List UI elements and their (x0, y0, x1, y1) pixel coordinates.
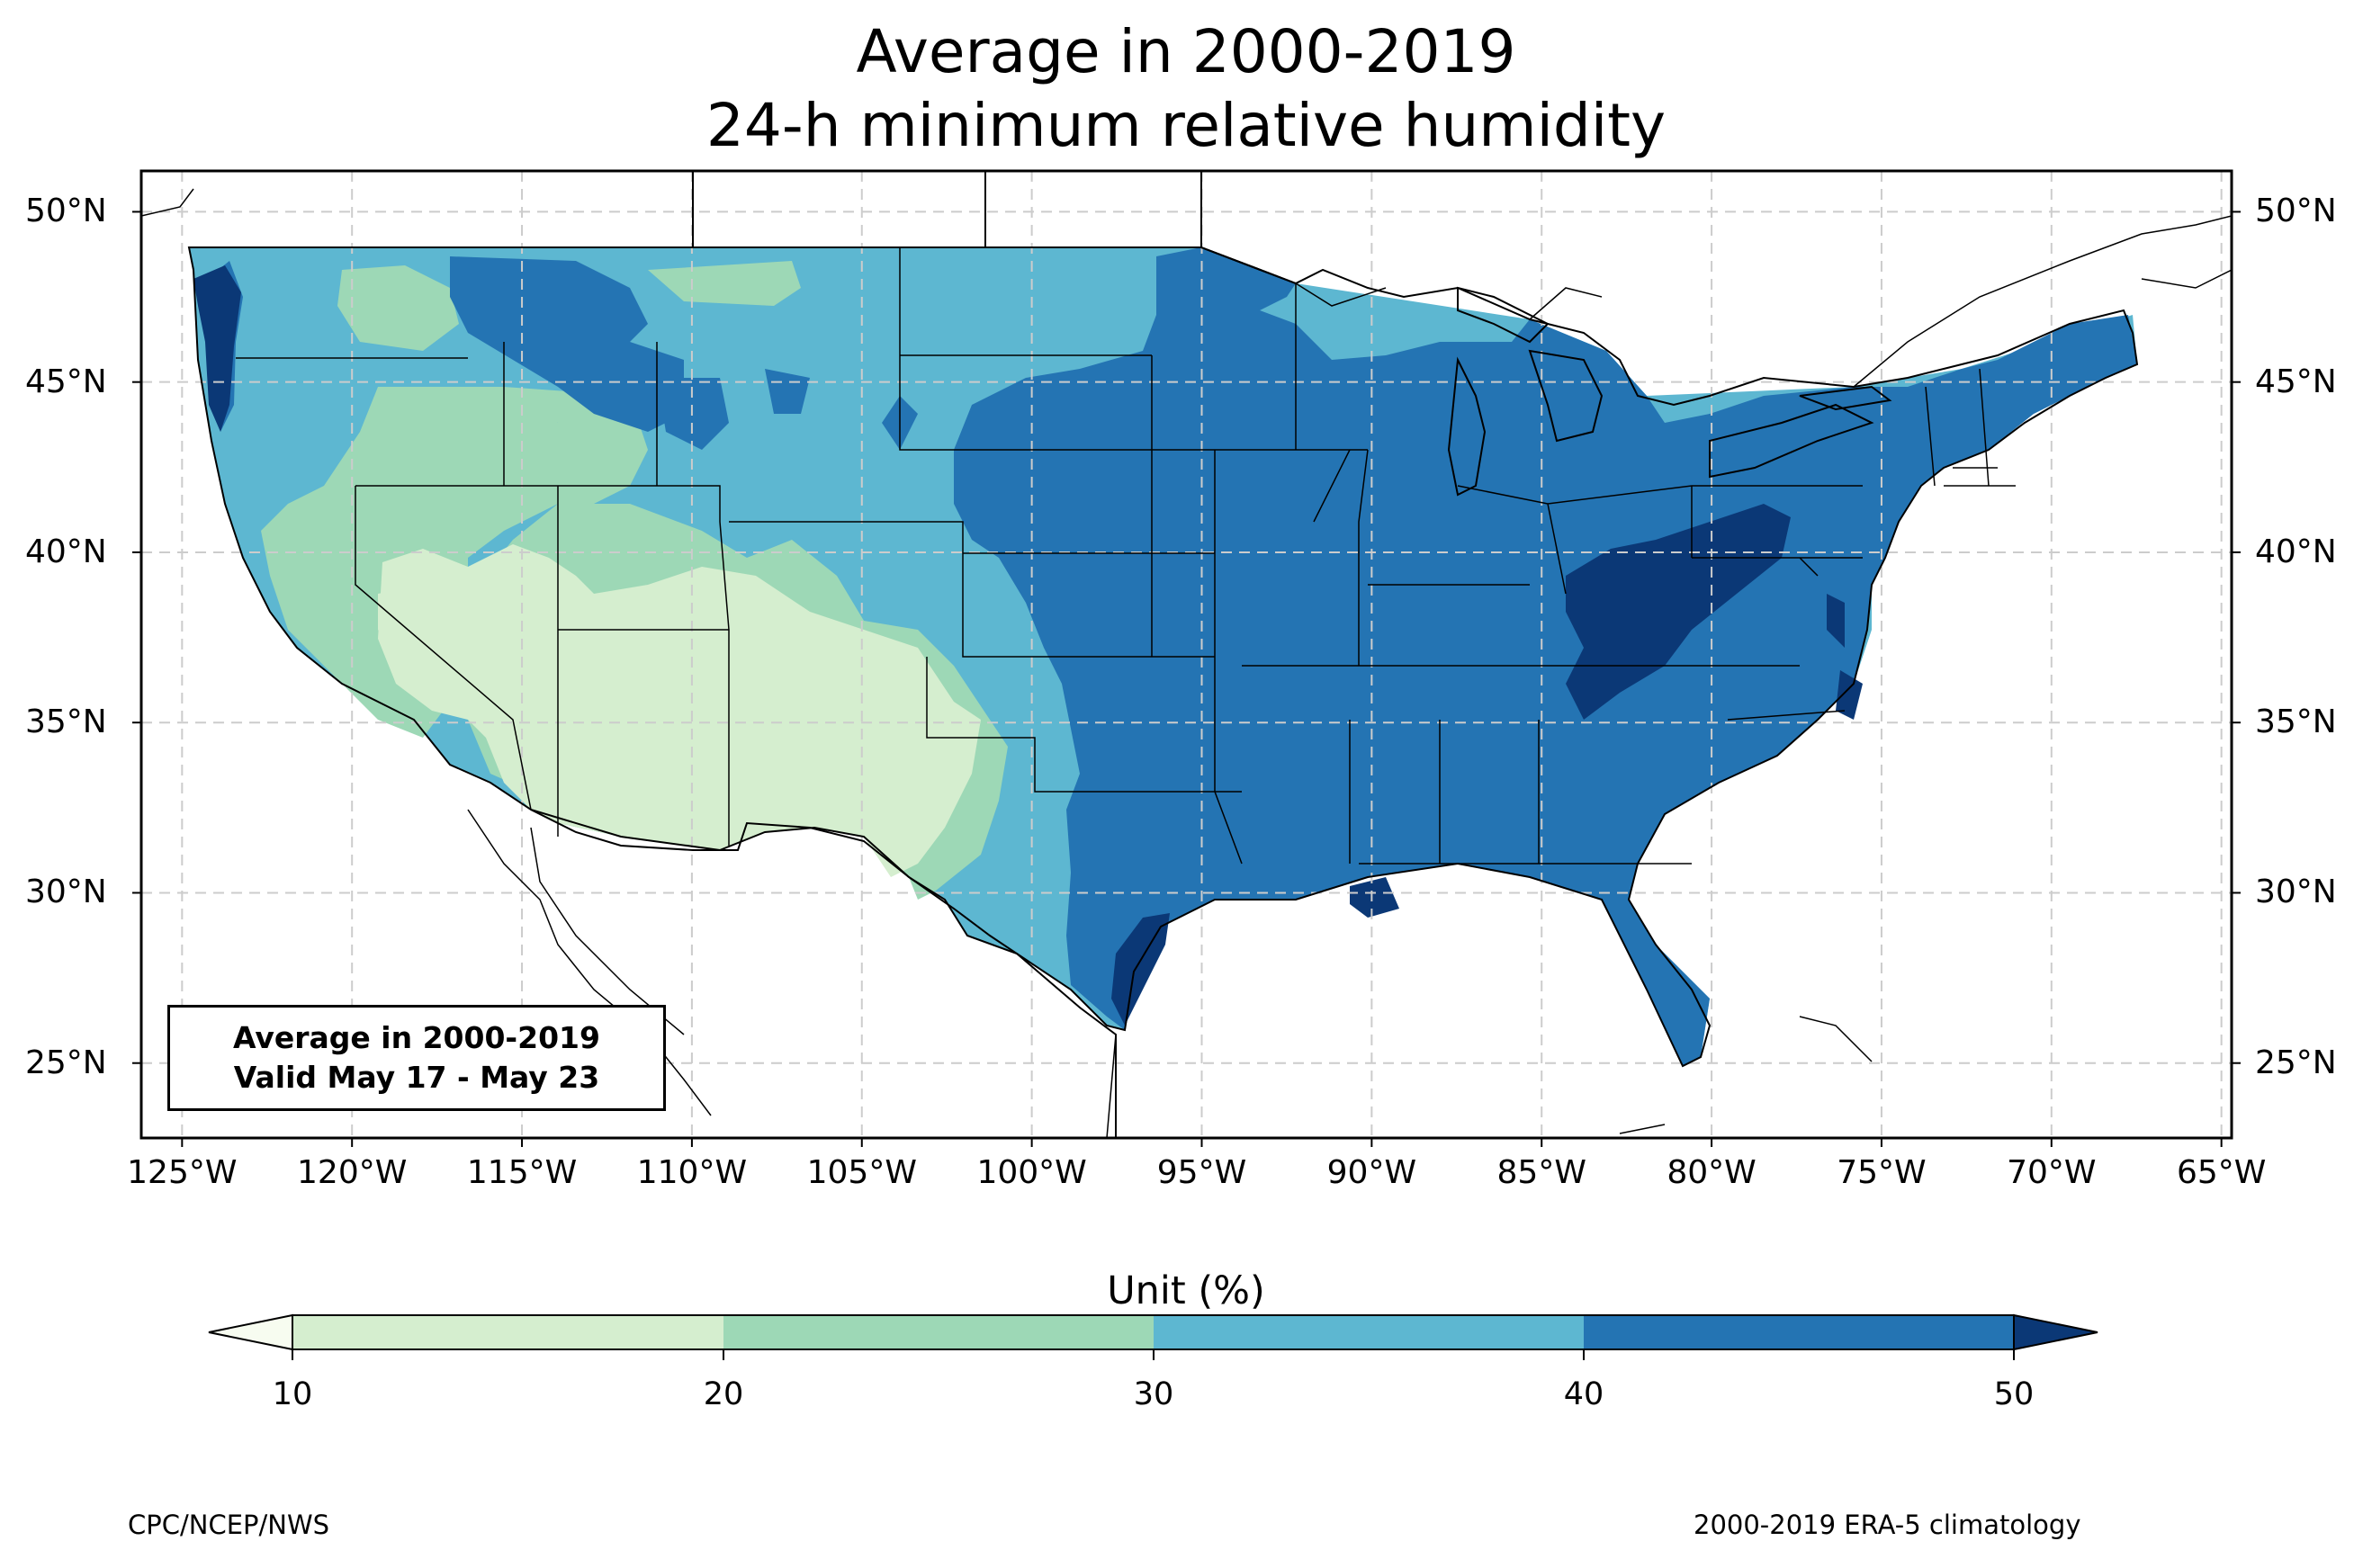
lon-tick-label: 105°W (806, 1154, 917, 1191)
footer-climatology: 2000-2019 ERA-5 climatology (1694, 1510, 2081, 1540)
lat-tick-label-left: 35°N (25, 703, 107, 741)
lat-tick-label-left: 30°N (25, 874, 107, 911)
colorbar-segment-30-40 (1154, 1315, 1584, 1349)
map-frame (139, 169, 2233, 1140)
colorbar-extend-high (2013, 1313, 2098, 1351)
lat-tick-label-left: 50°N (25, 193, 107, 230)
lon-tick-label: 100°W (976, 1154, 1087, 1191)
state-borders (236, 247, 2016, 865)
lon-tick-label: 80°W (1667, 1154, 1757, 1191)
lon-tick-label: 70°W (2007, 1154, 2097, 1191)
colorbar-tick-40: 40 (1563, 1376, 1604, 1412)
lon-tick-label: 75°W (1837, 1154, 1927, 1191)
great-lakes-outline (1447, 286, 1892, 497)
colorbar-tick-30: 30 (1133, 1376, 1174, 1412)
lon-tick-label: 65°W (2176, 1154, 2267, 1191)
colorbar (208, 1313, 2098, 1360)
lat-tick-label-right: 35°N (2255, 703, 2337, 741)
colorbar-tick-50: 50 (1993, 1376, 2035, 1412)
inset-line-2: Valid May 17 - May 23 (233, 1060, 600, 1095)
lat-tick-label-right: 25°N (2255, 1044, 2337, 1081)
conus-outline (187, 246, 2139, 1068)
lon-tick-label: 110°W (636, 1154, 748, 1191)
colorbar-label: Unit (%) (1107, 1268, 1265, 1313)
colorbar-extend-low (208, 1313, 293, 1351)
canada-border (692, 171, 1297, 284)
map-title-line-1: Average in 2000-2019 (856, 17, 1516, 86)
footer-source: CPC/NCEP/NWS (128, 1510, 330, 1540)
lon-tick-label: 120°W (297, 1154, 408, 1191)
colorbar-tick-10: 10 (272, 1376, 313, 1412)
mexico-border (530, 809, 1117, 1138)
lon-tick-label: 90°W (1326, 1154, 1417, 1191)
inset-line-1: Average in 2000-2019 (233, 1020, 600, 1055)
zone-10-20 (378, 544, 981, 877)
map-title-line-2: 24-h minimum relative humidity (705, 91, 1667, 160)
lon-tick-label: 85°W (1496, 1154, 1586, 1191)
lon-tick-label: 125°W (127, 1154, 238, 1191)
lat-tick-label-left: 40°N (25, 533, 107, 570)
colorbar-segment-10-20 (292, 1315, 723, 1349)
validity-inset-box: Average in 2000-2019 Valid May 17 - May … (167, 1005, 666, 1111)
canada-coast (141, 188, 2232, 388)
mexico-coast (467, 809, 1873, 1138)
lat-tick-label-right: 30°N (2255, 874, 2337, 911)
lon-tick-label: 95°W (1156, 1154, 1247, 1191)
lat-tick-label-right: 40°N (2255, 533, 2337, 570)
lon-tick-label: 115°W (466, 1154, 578, 1191)
lat-tick-label-right: 50°N (2255, 193, 2337, 230)
colorbar-segment-40-50 (1584, 1315, 2014, 1349)
lat-tick-label-left: 45°N (25, 363, 107, 400)
colorbar-segment-20-30 (723, 1315, 1154, 1349)
lat-tick-label-left: 25°N (25, 1044, 107, 1081)
lat-tick-label-right: 45°N (2255, 363, 2337, 400)
colorbar-tick-20: 20 (703, 1376, 744, 1412)
